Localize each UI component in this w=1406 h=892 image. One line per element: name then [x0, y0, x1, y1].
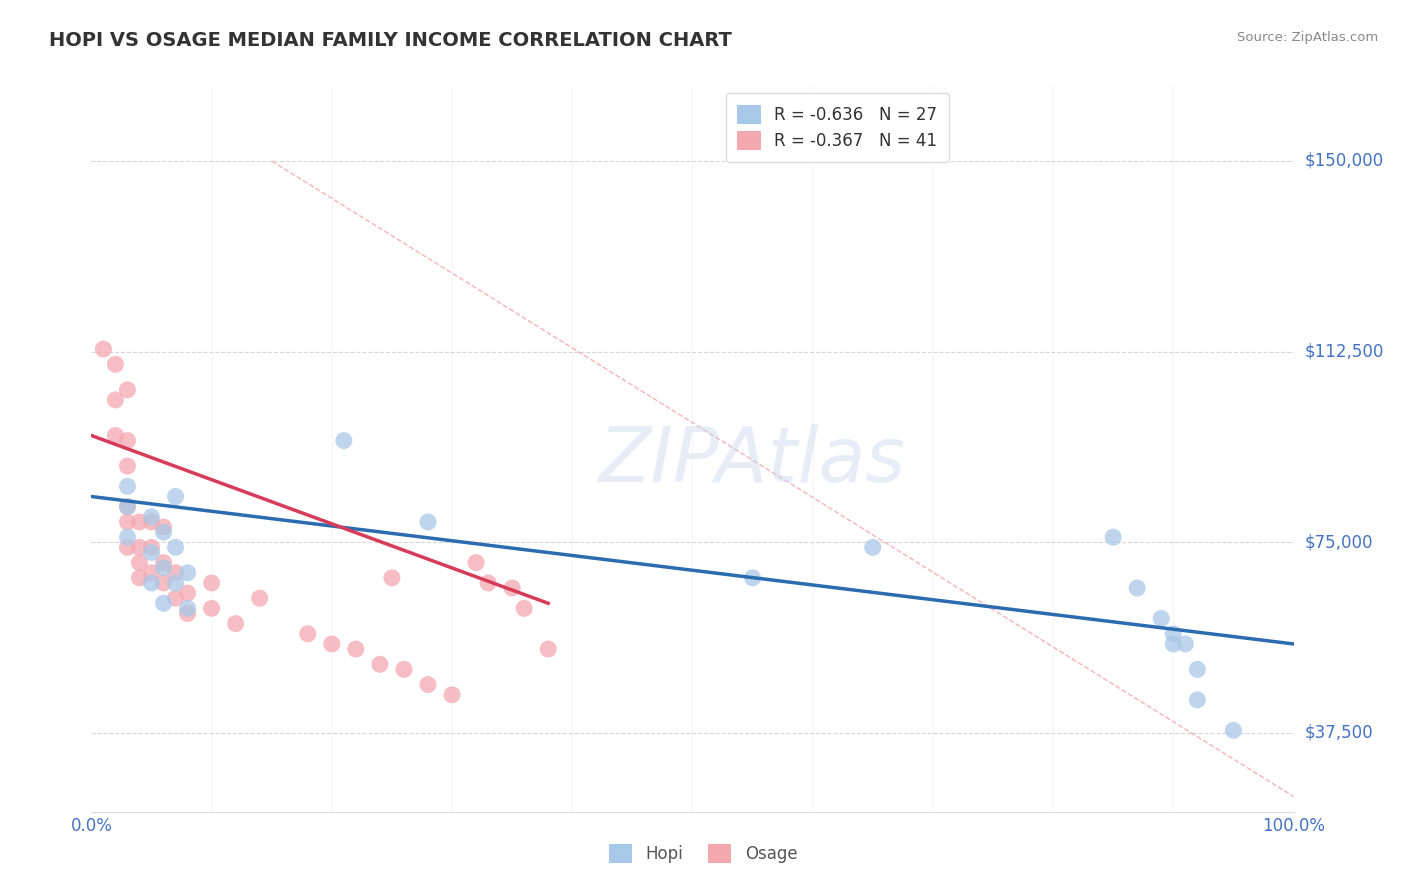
Point [128, 556, 150, 570]
Point [862, 541, 884, 555]
Text: Source: ZipAtlas.com: Source: ZipAtlas.com [1237, 31, 1378, 45]
Point [392, 662, 415, 676]
Point [152, 596, 174, 610]
Point [141, 541, 163, 555]
Point [440, 688, 463, 702]
Point [104, 357, 127, 371]
Point [93, 342, 115, 356]
Point [1150, 611, 1173, 625]
Text: ZIPAtlas: ZIPAtlas [599, 424, 905, 498]
Point [368, 657, 391, 672]
Point [1161, 627, 1184, 641]
Point [117, 458, 139, 473]
Point [1161, 637, 1184, 651]
Point [1102, 530, 1125, 544]
Point [333, 434, 356, 448]
Point [128, 571, 150, 585]
Point [200, 576, 222, 591]
Point [416, 678, 439, 692]
Point [297, 627, 319, 641]
Point [117, 434, 139, 448]
Point [152, 576, 174, 591]
Point [128, 541, 150, 555]
Point [152, 525, 174, 540]
Point [1222, 723, 1244, 738]
Point [165, 591, 187, 606]
Point [1174, 637, 1197, 651]
Point [165, 541, 187, 555]
Text: $75,000: $75,000 [1305, 533, 1374, 551]
Point [249, 591, 271, 606]
Point [501, 581, 523, 595]
Point [104, 428, 127, 442]
Point [165, 566, 187, 580]
Legend: Hopi, Osage: Hopi, Osage [598, 832, 808, 875]
Point [176, 586, 198, 600]
Point [1126, 581, 1149, 595]
Point [321, 637, 343, 651]
Point [200, 601, 222, 615]
Point [117, 530, 139, 544]
Point [465, 556, 488, 570]
Point [1187, 662, 1209, 676]
Text: HOPI VS OSAGE MEDIAN FAMILY INCOME CORRELATION CHART: HOPI VS OSAGE MEDIAN FAMILY INCOME CORRE… [49, 31, 733, 50]
Point [537, 642, 560, 657]
Point [176, 566, 198, 580]
Point [477, 576, 499, 591]
Point [117, 479, 139, 493]
Point [128, 515, 150, 529]
Point [104, 392, 127, 407]
Point [1187, 693, 1209, 707]
Point [141, 545, 163, 559]
Point [152, 520, 174, 534]
Point [165, 490, 187, 504]
Point [176, 601, 198, 615]
Point [117, 541, 139, 555]
Point [117, 500, 139, 514]
Point [117, 383, 139, 397]
Point [152, 560, 174, 574]
Point [141, 576, 163, 591]
Text: $150,000: $150,000 [1305, 152, 1384, 170]
Text: $112,500: $112,500 [1305, 343, 1384, 360]
Text: $37,500: $37,500 [1305, 724, 1374, 742]
Point [141, 509, 163, 524]
Point [416, 515, 439, 529]
Point [141, 566, 163, 580]
Point [513, 601, 536, 615]
Point [117, 515, 139, 529]
Point [176, 607, 198, 621]
Point [141, 515, 163, 529]
Point [152, 556, 174, 570]
Point [225, 616, 247, 631]
Legend: R = -0.636   N = 27, R = -0.367   N = 41: R = -0.636 N = 27, R = -0.367 N = 41 [725, 93, 949, 161]
Point [165, 576, 187, 591]
Point [344, 642, 367, 657]
Point [117, 500, 139, 514]
Point [381, 571, 404, 585]
Point [741, 571, 763, 585]
